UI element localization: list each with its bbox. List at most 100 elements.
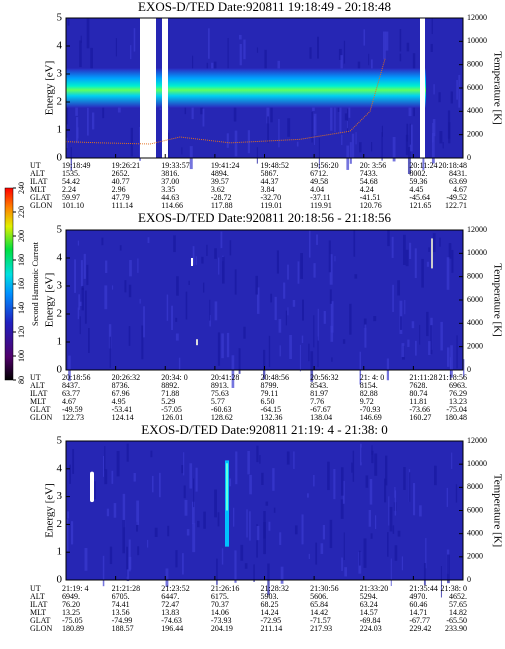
y2-tick-label: 10000 — [467, 459, 487, 468]
colorbar-tick-label: 200 — [17, 230, 26, 242]
table-cell: -69.84 — [360, 616, 381, 625]
row-label: GLON — [30, 413, 52, 422]
noise — [431, 132, 435, 164]
noise — [267, 116, 269, 143]
noise — [217, 332, 221, 366]
noise — [292, 299, 296, 307]
noise — [270, 97, 273, 123]
table-cell: 67.96 — [112, 389, 130, 398]
noise — [363, 29, 366, 46]
noise — [80, 35, 82, 43]
noise — [227, 37, 229, 72]
noise — [81, 287, 84, 311]
table-cell: 120.76 — [360, 201, 382, 210]
noise — [70, 147, 73, 171]
noise — [104, 285, 108, 310]
noise — [413, 483, 416, 516]
noise — [91, 112, 95, 130]
table-cell: 9.72 — [360, 397, 374, 406]
table-cell: -64.15 — [261, 405, 282, 414]
noise — [401, 343, 405, 358]
y-axis-label: Energy [eV] — [44, 273, 56, 327]
noise — [214, 248, 217, 259]
table-cell: 13.23 — [449, 397, 467, 406]
noise — [343, 40, 346, 64]
noise — [158, 472, 161, 498]
noise — [141, 325, 144, 360]
table-cell: 65.84 — [310, 600, 328, 609]
noise — [208, 28, 210, 59]
noise — [309, 47, 312, 59]
noise — [181, 465, 184, 474]
noise — [330, 100, 333, 131]
noise — [184, 499, 188, 516]
y-tick-label: 3 — [57, 280, 63, 292]
y2-tick-label: 6000 — [467, 505, 483, 514]
colorbar-tick-label: 140 — [17, 302, 26, 314]
noise — [310, 351, 314, 382]
noise — [88, 328, 90, 354]
y2-axis-label: Temperature [K] — [491, 51, 503, 124]
noise — [244, 563, 248, 569]
table-cell: 20:26:32 — [112, 373, 140, 382]
table-cell: 8437. — [62, 381, 80, 390]
table-cell: -73.66 — [409, 405, 430, 414]
noise — [104, 446, 106, 471]
noise — [365, 475, 369, 488]
noise — [81, 285, 84, 291]
noise — [301, 514, 304, 545]
table-cell: 13.56 — [112, 608, 130, 617]
table-cell: -70.93 — [360, 405, 381, 414]
table-cell: 59.97 — [62, 193, 80, 202]
noise — [278, 319, 282, 333]
noise — [66, 137, 68, 149]
noise — [270, 293, 273, 303]
noise — [256, 445, 259, 463]
noise — [313, 263, 316, 278]
colorbar — [4, 187, 14, 381]
noise — [371, 141, 373, 152]
noise — [259, 455, 261, 464]
noise — [279, 345, 281, 357]
noise — [109, 336, 111, 368]
noise — [421, 258, 424, 288]
y2-tick-label: 2000 — [467, 129, 483, 138]
table-cell: 180.89 — [62, 624, 84, 633]
table-cell: 4652. — [449, 592, 467, 601]
table-cell: -72.95 — [261, 616, 282, 625]
noise — [126, 569, 130, 582]
noise — [69, 464, 71, 484]
table-cell: 70.37 — [211, 600, 229, 609]
noise — [67, 511, 70, 519]
table-cell: 75.63 — [211, 389, 229, 398]
noise — [401, 556, 403, 571]
table-cell: -49.59 — [62, 405, 83, 414]
row-label: MLT — [30, 608, 46, 617]
noise — [331, 357, 333, 362]
noise — [313, 475, 315, 487]
noise — [192, 501, 195, 524]
y2-tick-label: 10000 — [467, 248, 487, 257]
noise — [195, 467, 198, 492]
noise — [397, 280, 401, 296]
noise — [192, 55, 194, 71]
colorbar-tick-label: 240 — [17, 182, 26, 194]
noise — [392, 137, 396, 162]
noise — [287, 307, 289, 316]
table-cell: 6447. — [161, 592, 179, 601]
noise — [387, 532, 389, 557]
noise — [428, 247, 430, 252]
spike — [90, 471, 94, 503]
table-cell: 8543. — [310, 381, 328, 390]
y2-tick-label: 12000 — [467, 13, 487, 22]
noise — [119, 245, 122, 251]
noise — [84, 290, 87, 324]
noise — [268, 521, 271, 531]
table-cell: 6963. — [449, 381, 467, 390]
table-cell: -32.70 — [261, 193, 282, 202]
noise — [425, 538, 427, 569]
panel-title: EXOS-D/TED Date:920811 19:18:49 - 20:18:… — [138, 0, 391, 14]
table-cell: -45.64 — [409, 193, 430, 202]
table-cell: 14.71 — [409, 608, 427, 617]
noise — [137, 258, 139, 273]
